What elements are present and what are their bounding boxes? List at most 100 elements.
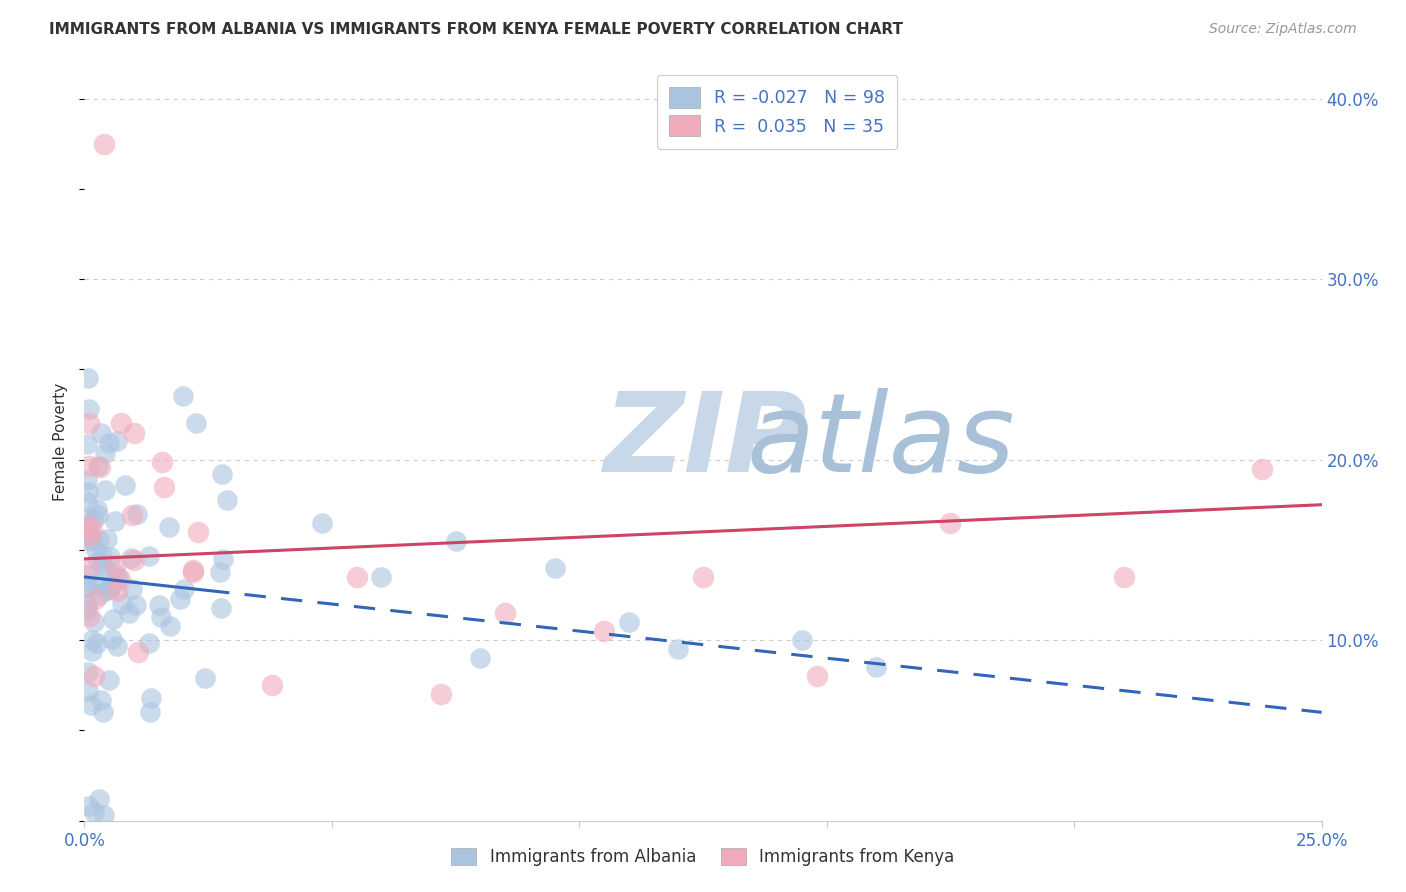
Point — [76, 473, 98, 487]
Point — [111, 597, 134, 611]
Point — [77, 402, 100, 417]
Point — [77, 683, 100, 698]
Point — [194, 671, 217, 685]
Point — [209, 601, 232, 615]
Point — [148, 598, 170, 612]
Point — [76, 568, 98, 582]
Point — [121, 582, 143, 596]
Point — [139, 706, 162, 720]
Point — [96, 532, 118, 546]
Point — [346, 570, 368, 584]
Point — [181, 565, 204, 579]
Point — [90, 693, 112, 707]
Point — [79, 560, 101, 574]
Point — [87, 554, 110, 568]
Point — [105, 567, 128, 582]
Point — [125, 598, 148, 612]
Point — [86, 636, 108, 650]
Point — [444, 533, 467, 548]
Point — [543, 561, 565, 575]
Point — [173, 582, 195, 597]
Point — [121, 508, 143, 522]
Point — [91, 549, 114, 563]
Point — [83, 805, 105, 819]
Point — [82, 632, 104, 647]
Point — [429, 687, 451, 701]
Point — [89, 460, 111, 475]
Point — [100, 576, 122, 591]
Point — [215, 492, 238, 507]
Point — [470, 651, 492, 665]
Point — [98, 550, 121, 565]
Point — [98, 582, 121, 597]
Point — [617, 615, 640, 629]
Point — [169, 591, 191, 606]
Point — [76, 437, 98, 451]
Point — [110, 417, 132, 431]
Point — [104, 514, 127, 528]
Point — [77, 533, 100, 547]
Point — [79, 799, 101, 814]
Point — [790, 633, 813, 648]
Point — [91, 558, 114, 573]
Point — [311, 516, 333, 530]
Point — [83, 669, 105, 683]
Point — [212, 552, 235, 566]
Point — [1251, 461, 1274, 475]
Text: IMMIGRANTS FROM ALBANIA VS IMMIGRANTS FROM KENYA FEMALE POVERTY CORRELATION CHAR: IMMIGRANTS FROM ALBANIA VS IMMIGRANTS FR… — [49, 22, 903, 37]
Point — [93, 808, 115, 822]
Point — [98, 673, 121, 687]
Point — [118, 606, 141, 620]
Point — [152, 480, 174, 494]
Point — [76, 511, 98, 525]
Point — [77, 485, 100, 500]
Point — [139, 691, 162, 706]
Point — [1112, 570, 1135, 584]
Point — [76, 581, 98, 595]
Point — [692, 570, 714, 584]
Point — [79, 580, 101, 594]
Point — [127, 645, 149, 659]
Point — [187, 524, 209, 539]
Point — [138, 549, 160, 563]
Point — [80, 644, 103, 658]
Text: ZIP: ZIP — [605, 388, 807, 495]
Legend: Immigrants from Albania, Immigrants from Kenya: Immigrants from Albania, Immigrants from… — [443, 840, 963, 875]
Point — [94, 583, 117, 598]
Point — [107, 571, 129, 585]
Point — [104, 559, 127, 574]
Point — [79, 459, 101, 474]
Point — [94, 563, 117, 577]
Point — [77, 371, 100, 385]
Point — [77, 521, 100, 535]
Point — [494, 606, 516, 620]
Point — [939, 516, 962, 530]
Point — [79, 518, 101, 533]
Point — [77, 495, 100, 509]
Point — [84, 592, 107, 607]
Point — [124, 553, 146, 567]
Point — [83, 512, 105, 526]
Point — [84, 542, 107, 557]
Point — [79, 417, 101, 431]
Point — [94, 446, 117, 460]
Point — [89, 533, 111, 547]
Point — [370, 570, 392, 584]
Point — [80, 523, 103, 537]
Text: atlas: atlas — [747, 388, 1015, 495]
Point — [208, 566, 231, 580]
Point — [262, 678, 284, 692]
Point — [89, 792, 111, 806]
Point — [100, 632, 122, 646]
Point — [159, 619, 181, 633]
Point — [76, 603, 98, 617]
Point — [184, 417, 207, 431]
Point — [593, 624, 616, 639]
Point — [86, 577, 108, 591]
Point — [105, 584, 128, 599]
Point — [108, 572, 131, 586]
Point — [150, 609, 173, 624]
Point — [97, 435, 120, 450]
Point — [76, 665, 98, 680]
Text: Source: ZipAtlas.com: Source: ZipAtlas.com — [1209, 22, 1357, 37]
